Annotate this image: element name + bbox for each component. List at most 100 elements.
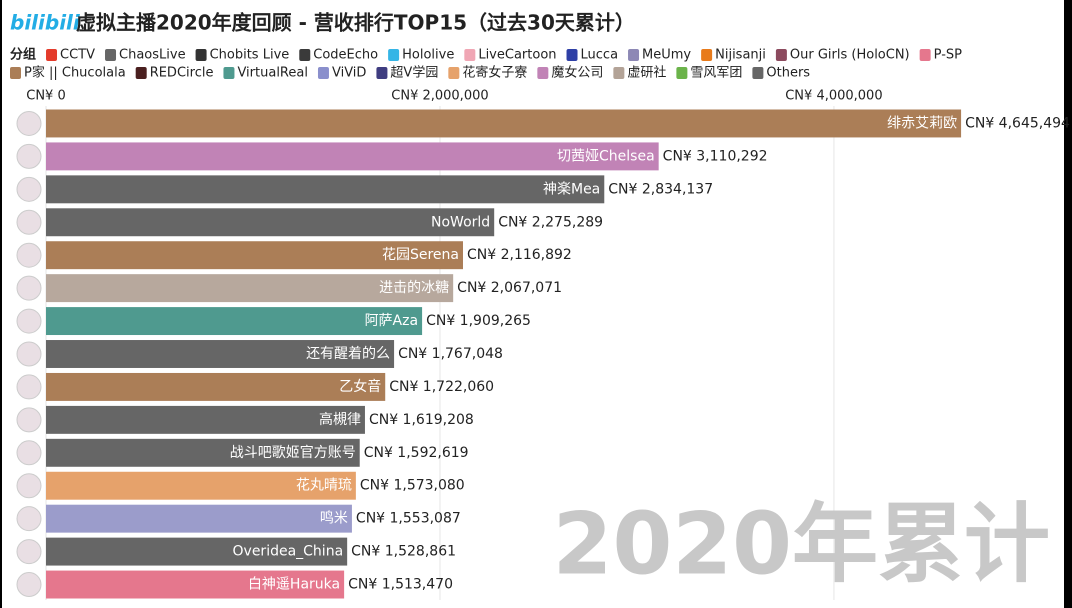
legend-swatch (105, 49, 117, 61)
legend-label: Chobits Live (210, 48, 290, 63)
value-label: CN¥ 2,275,289 (498, 214, 603, 230)
bar (46, 175, 605, 204)
avatar (16, 176, 42, 202)
avatar (16, 308, 42, 334)
avatar (16, 275, 42, 301)
legend-swatch (135, 67, 147, 79)
legend-label: Our Girls (HoloCN) (790, 48, 910, 63)
value-label: CN¥ 2,116,892 (467, 247, 572, 263)
avatar (16, 374, 42, 400)
legend-swatch (701, 49, 713, 61)
bar (46, 471, 356, 500)
bar-name: 绯赤艾莉欧 (887, 115, 957, 131)
bar (46, 438, 360, 467)
legend-label: CodeEcho (313, 48, 378, 63)
legend-label: ChaosLive (119, 48, 186, 63)
bar-name: 阿萨Aza (365, 313, 419, 329)
bar (46, 340, 395, 368)
legend-label: LiveCartoon (478, 48, 556, 63)
avatar (16, 209, 42, 235)
legend-swatch (317, 67, 329, 79)
value-label: CN¥ 1,528,861 (351, 544, 456, 560)
bar-name: 还有醒着的么 (306, 346, 390, 362)
legend-label: 魔女公司 (551, 65, 603, 81)
bar-name: 高槻律 (319, 411, 361, 428)
value-label: CN¥ 4,645,494 (965, 115, 1070, 131)
legend-label: Lucca (581, 48, 619, 63)
legend-label: P-SP (934, 48, 962, 63)
bar (46, 274, 454, 303)
avatar (16, 407, 42, 433)
legend-label: Hololive (402, 48, 454, 63)
bar-name: 花园Serena (382, 247, 459, 263)
legend-swatch (388, 49, 400, 61)
legend-label: CCTV (60, 48, 95, 63)
legend-label: P家 || Chucolala (24, 65, 126, 81)
legend-label: 雪风军团 (690, 66, 742, 81)
bar (46, 405, 365, 434)
legend-label: 虚研社 (627, 65, 666, 81)
legend-swatch (566, 49, 578, 61)
bar-name: 战斗吧歌姬官方账号 (230, 445, 356, 461)
legend-swatch (676, 67, 688, 79)
legend-swatch (46, 49, 58, 61)
legend-swatch (376, 67, 388, 79)
legend-label: REDCircle (150, 66, 214, 81)
bar (46, 570, 345, 599)
bar-name: 切茜娅Chelsea (557, 148, 655, 164)
value-label: CN¥ 1,592,619 (364, 445, 469, 461)
bar (46, 109, 962, 138)
x-tick-label: CN¥ 2,000,000 (391, 89, 488, 104)
avatar (16, 572, 42, 598)
bar (46, 504, 352, 533)
value-label: CN¥ 2,067,071 (457, 280, 562, 296)
legend-swatch (448, 67, 460, 79)
bar (46, 537, 348, 566)
legend-swatch (537, 67, 549, 79)
legend-swatch (195, 49, 207, 61)
bar (46, 307, 423, 336)
avatar (16, 110, 42, 136)
chart-title: 虚拟主播2020年度回顾 - 营收排行TOP15（过去30天累计） (76, 11, 635, 35)
bar-name: NoWorld (431, 214, 490, 230)
legend-label: MeUmy (642, 48, 691, 63)
frame-edge (0, 0, 2, 608)
legend-swatch (919, 49, 931, 61)
legend-swatch (464, 49, 476, 61)
avatar (16, 242, 42, 268)
legend-swatch (299, 49, 311, 61)
legend-swatch (628, 49, 640, 61)
avatar (16, 143, 42, 169)
bar (46, 241, 463, 270)
value-label: CN¥ 1,573,080 (360, 478, 465, 494)
frame-edge (1064, 0, 1072, 608)
bar (46, 372, 386, 401)
bar-name: 白神遥Haruka (248, 577, 340, 593)
avatar (16, 341, 42, 367)
avatar (16, 539, 42, 565)
bar (46, 208, 495, 237)
legend-swatch (10, 67, 21, 79)
value-label: CN¥ 2,834,137 (608, 181, 713, 197)
legend-label: Others (766, 66, 810, 81)
value-label: CN¥ 1,722,060 (389, 379, 494, 395)
avatar (16, 440, 42, 466)
legend-label: VirtualReal (237, 66, 308, 81)
avatar (16, 506, 42, 532)
legend-swatch (752, 67, 764, 79)
legend-swatch (613, 67, 625, 79)
bar-name: 花丸晴琉 (296, 478, 352, 494)
x-tick-label: CN¥ 0 (26, 89, 65, 104)
bar (46, 142, 659, 171)
legend-swatch (223, 67, 235, 79)
avatar (16, 473, 42, 499)
value-label: CN¥ 1,767,048 (398, 346, 503, 362)
value-label: CN¥ 1,553,087 (356, 511, 461, 527)
x-tick-label: CN¥ 4,000,000 (785, 89, 882, 104)
legend-swatch (775, 49, 787, 61)
bar-name: 鸣米 (320, 510, 348, 527)
legend-label: 超V学园 (390, 65, 438, 81)
bar-name: 神楽Mea (543, 181, 600, 197)
legend-label: 花寄女子寮 (462, 65, 527, 81)
